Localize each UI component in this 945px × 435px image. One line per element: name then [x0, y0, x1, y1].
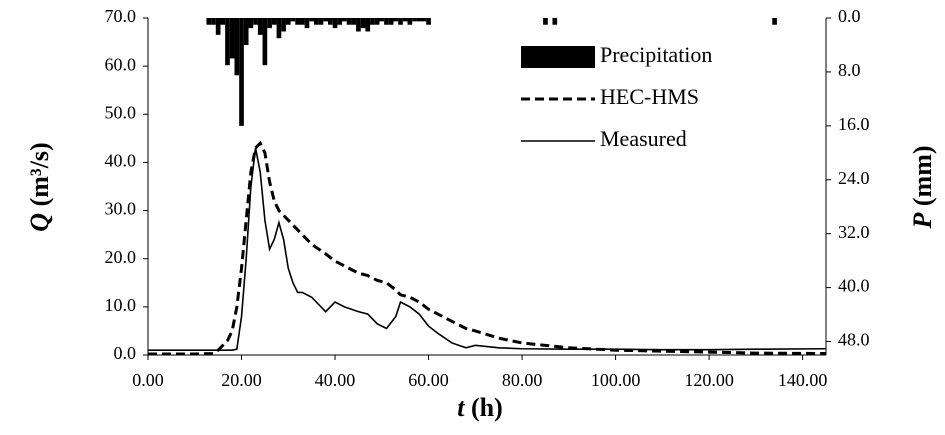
precip-bar — [243, 18, 249, 45]
precip-bar — [290, 18, 296, 22]
y-axis-title: Q (m³/s) — [25, 142, 54, 231]
precip-bar — [356, 18, 361, 32]
precip-bar — [365, 18, 371, 32]
precip-bar — [225, 18, 230, 66]
y-tick-label: 50.0 — [105, 102, 137, 122]
precip-bar — [215, 18, 221, 35]
precip-bar — [407, 18, 413, 25]
precip-bar — [267, 18, 272, 29]
x-tick-label: 100.00 — [591, 370, 641, 390]
precip-bar — [393, 18, 399, 22]
precip-bar — [337, 18, 343, 25]
precip-bar — [379, 18, 385, 22]
precip-bar — [239, 18, 244, 126]
precip-bar — [262, 18, 268, 66]
legend-swatch — [521, 46, 595, 68]
precip-bar — [370, 18, 375, 25]
legend-label: HEC-HMS — [600, 84, 699, 109]
y-tick-label: 70.0 — [105, 6, 137, 26]
y2-tick-label: 0.0 — [838, 6, 861, 26]
precip-bar — [276, 18, 282, 39]
y2-tick-label: 40.0 — [838, 276, 870, 296]
x-tick-label: 60.00 — [408, 370, 449, 390]
precip-bar — [211, 18, 216, 25]
y-tick-label: 30.0 — [105, 199, 137, 219]
precip-bar — [402, 18, 408, 22]
precip-bar — [253, 18, 258, 25]
precip-bar — [304, 18, 310, 29]
series-line — [148, 147, 827, 351]
precip-bar — [346, 18, 352, 25]
x-symbol: t — [457, 393, 465, 422]
x-tick-label: 0.00 — [132, 370, 164, 390]
precip-bar — [416, 18, 422, 22]
precip-bar — [384, 18, 389, 25]
y2-tick-label: 8.0 — [838, 60, 861, 80]
precip-bar — [426, 18, 431, 25]
x-axis-title: t (h) — [457, 393, 503, 422]
y-tick-label: 40.0 — [105, 151, 137, 171]
y-tick-label: 60.0 — [105, 54, 137, 74]
x-tick-label: 20.00 — [221, 370, 262, 390]
y-tick-label: 20.0 — [105, 247, 137, 267]
precip-bar — [229, 18, 235, 59]
precip-bar — [248, 18, 254, 29]
series-line — [148, 140, 827, 356]
x-unit: (h) — [471, 393, 503, 422]
precip-bar — [328, 18, 333, 25]
y2-axis-title: P (mm) — [908, 145, 937, 229]
precip-bar — [342, 18, 347, 22]
x-tick-label: 80.00 — [502, 370, 543, 390]
precip-bar — [285, 18, 291, 25]
y-tick-label: 0.0 — [114, 343, 137, 363]
y-unit: (m³/s) — [25, 142, 54, 206]
precip-bar — [552, 18, 558, 25]
x-tick-label: 40.00 — [315, 370, 356, 390]
y2-symbol: P — [908, 212, 937, 230]
precip-bar — [220, 18, 226, 25]
precip-bar — [388, 18, 394, 25]
y2-tick-label: 48.0 — [838, 330, 870, 350]
precip-bar — [234, 18, 240, 76]
y-symbol: Q — [25, 213, 54, 232]
precip-bar — [543, 18, 548, 25]
y2-unit: (mm) — [908, 145, 937, 206]
y2-tick-label: 24.0 — [838, 168, 870, 188]
y2-tick-label: 16.0 — [838, 114, 870, 134]
precip-bar — [351, 18, 357, 25]
precip-bar — [281, 18, 286, 32]
precip-bar — [295, 18, 300, 25]
precip-bar — [206, 18, 212, 25]
precip-bar — [374, 18, 380, 25]
precip-bar — [257, 18, 263, 35]
legend-label: Precipitation — [600, 42, 712, 67]
y-tick-label: 10.0 — [105, 295, 137, 315]
precip-bar — [309, 18, 314, 22]
precip-bar — [772, 18, 777, 25]
x-tick-label: 140.00 — [778, 370, 828, 390]
precip-bar — [313, 18, 319, 25]
precip-bar — [360, 18, 366, 29]
precip-bar — [299, 18, 305, 25]
precip-bar — [271, 18, 277, 25]
precip-bar — [332, 18, 338, 29]
precip-bar — [398, 18, 403, 25]
precip-bar — [318, 18, 324, 25]
x-tick-label: 120.00 — [684, 370, 734, 390]
y2-tick-label: 32.0 — [838, 222, 870, 242]
legend-label: Measured — [600, 126, 687, 151]
precip-bar — [421, 18, 427, 22]
precip-bar — [323, 18, 329, 22]
precip-bar — [412, 18, 417, 22]
